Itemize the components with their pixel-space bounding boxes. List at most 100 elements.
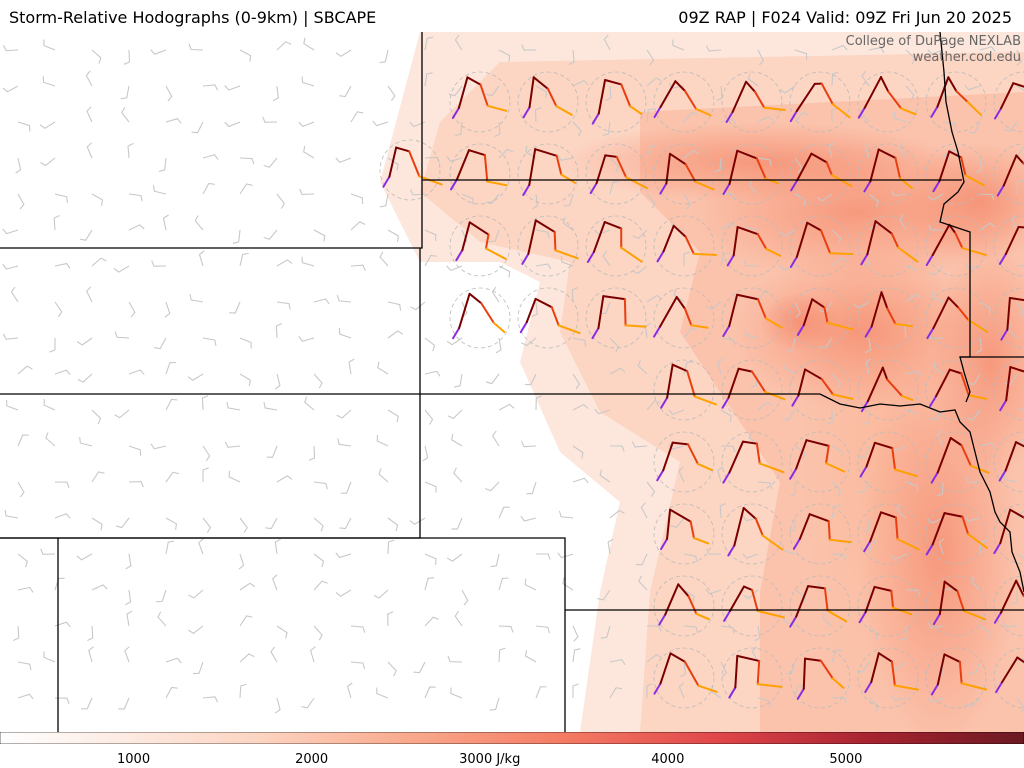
- wind-barb: [609, 509, 625, 519]
- wind-barb: [485, 373, 500, 385]
- wind-barb: [831, 445, 843, 459]
- wind-barb: [17, 121, 31, 132]
- hodograph: [653, 652, 718, 695]
- wind-barb: [226, 401, 241, 411]
- wind-barb: [558, 510, 574, 519]
- wind-barb: [276, 625, 288, 639]
- wind-barb: [602, 121, 611, 136]
- wind-barb: [313, 625, 323, 641]
- wind-barb: [490, 553, 500, 568]
- wind-barb: [706, 301, 722, 310]
- wind-barb: [79, 229, 93, 241]
- wind-barb: [929, 265, 944, 276]
- wind-barb: [451, 433, 463, 447]
- hodograph: [725, 80, 786, 124]
- hodograph-ring: [925, 503, 987, 565]
- hodograph: [726, 226, 782, 267]
- wind-barb: [424, 337, 436, 352]
- hodograph: [521, 219, 579, 265]
- wind-barb: [896, 504, 907, 519]
- wind-barb: [275, 323, 283, 339]
- wind-barb: [239, 582, 256, 591]
- wind-barb: [224, 121, 241, 128]
- hodograph: [728, 654, 783, 699]
- wind-barb: [936, 481, 944, 497]
- wind-barb: [816, 193, 833, 202]
- hodograph: [857, 76, 917, 119]
- credit-org: College of DuPage NEXLAB: [845, 34, 1021, 49]
- wind-barb: [387, 611, 394, 627]
- wind-barb: [424, 409, 434, 425]
- wind-barb: [535, 553, 551, 560]
- hodograph-ring: [517, 287, 579, 349]
- wind-barb: [303, 37, 315, 51]
- hodograph: [796, 298, 854, 336]
- wind-barb: [128, 224, 145, 231]
- wind-barb: [705, 45, 722, 52]
- hodograph: [656, 224, 718, 263]
- hodograph: [723, 585, 785, 622]
- wind-barb: [45, 432, 56, 447]
- wind-barb: [822, 612, 833, 627]
- wind-barb: [942, 148, 957, 159]
- wind-barb: [165, 540, 175, 555]
- wind-barb: [239, 157, 255, 165]
- wind-barb: [757, 697, 771, 708]
- hodograph: [932, 150, 985, 193]
- wind-barb: [521, 337, 537, 347]
- wind-barb: [54, 369, 71, 376]
- wind-barb: [683, 150, 699, 159]
- wind-barb: [17, 553, 29, 568]
- wind-barb: [446, 156, 463, 162]
- wind-barb: [668, 443, 685, 450]
- wind-barb: [91, 517, 103, 531]
- wind-barb: [927, 697, 944, 704]
- wind-barb: [744, 329, 759, 339]
- wind-barb: [114, 409, 130, 419]
- wind-barb: [720, 337, 735, 347]
- wind-barb: [13, 625, 20, 641]
- wind-barb: [1003, 121, 1018, 133]
- wind-barb: [40, 157, 56, 167]
- wind-barb: [17, 193, 25, 210]
- wind-barb: [239, 49, 252, 62]
- wind-barb: [717, 466, 723, 483]
- wind-barb: [789, 517, 796, 533]
- wind-barb: [2, 333, 19, 340]
- wind-barb: [905, 409, 919, 420]
- hodograph-ring: [993, 647, 1024, 709]
- wind-barb: [263, 229, 278, 240]
- wind-barb: [594, 408, 611, 415]
- wind-barb: [276, 193, 285, 209]
- wind-barb: [202, 154, 219, 160]
- wind-barb: [165, 657, 182, 664]
- wind-barb: [720, 445, 736, 453]
- wind-barb: [754, 625, 761, 642]
- wind-barb: [1003, 473, 1018, 483]
- hodograph-ring: [789, 431, 851, 493]
- wind-barb: [410, 301, 426, 311]
- wind-barb: [335, 157, 352, 163]
- wind-barb: [826, 409, 833, 425]
- hodograph: [999, 366, 1024, 412]
- wind-barb: [899, 214, 907, 231]
- wind-barb: [495, 337, 502, 354]
- wind-barb: [128, 481, 144, 488]
- hodograph: [998, 226, 1024, 265]
- hodograph: [998, 441, 1024, 482]
- wind-barb: [526, 481, 537, 495]
- hodograph-ring: [993, 71, 1024, 133]
- hodograph-ring: [925, 287, 987, 349]
- hodograph: [449, 149, 508, 191]
- wind-barb: [890, 190, 907, 197]
- wind-barb: [524, 373, 537, 386]
- wind-barb: [747, 72, 759, 87]
- wind-barb: [17, 481, 25, 498]
- hodograph: [455, 221, 507, 262]
- wind-barb: [979, 222, 996, 231]
- hodograph: [519, 297, 581, 335]
- wind-barb: [638, 575, 648, 591]
- wind-barb: [646, 193, 656, 209]
- wind-barb: [339, 517, 352, 530]
- wind-barb: [862, 517, 870, 533]
